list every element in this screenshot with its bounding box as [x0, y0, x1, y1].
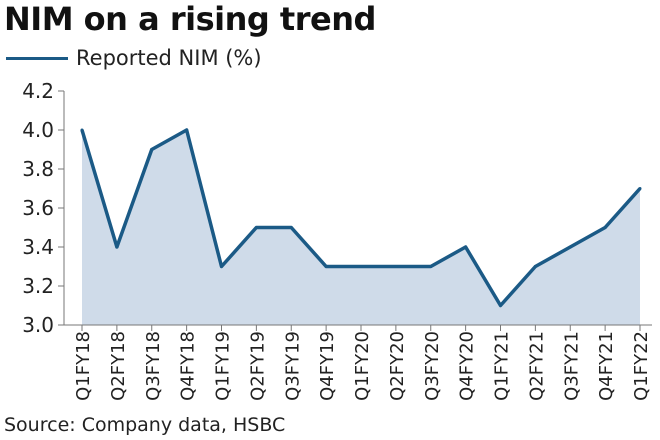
y-tick-label: 4.0 — [22, 118, 54, 142]
data-point-Q1FY18 — [80, 128, 84, 132]
data-point-Q1FY19 — [220, 265, 223, 268]
x-tick-label: Q2FY19 — [247, 331, 268, 401]
x-tick-label: Q4FY20 — [457, 331, 478, 401]
data-point-Q2FY21 — [533, 265, 537, 268]
data-point-Q3FY19 — [289, 226, 293, 229]
legend-label: Reported NIM (%) — [76, 46, 262, 70]
data-point-Q2FY20 — [394, 265, 398, 268]
y-tick-label: 3.8 — [22, 157, 54, 181]
x-tick-label: Q2FY20 — [387, 331, 408, 401]
data-point-Q4FY21 — [603, 226, 607, 229]
y-tick-label: 3.4 — [22, 235, 54, 259]
y-tick-label: 4.2 — [22, 79, 54, 103]
x-tick-label: Q3FY19 — [282, 331, 303, 401]
x-tick-label: Q3FY20 — [422, 331, 443, 401]
x-tick-label: Q1FY21 — [492, 331, 513, 401]
x-tick-label: Q1FY20 — [352, 331, 373, 401]
x-tick-label: Q1FY18 — [73, 331, 94, 401]
data-point-Q1FY22 — [638, 187, 642, 190]
x-tick-label: Q3FY21 — [561, 331, 582, 401]
data-point-Q3FY18 — [150, 148, 154, 151]
x-tick-label: Q2FY21 — [526, 331, 547, 401]
x-tick-label: Q4FY19 — [317, 331, 338, 401]
chart-title: NIM on a rising trend — [4, 0, 376, 38]
x-tick-label: Q4FY18 — [178, 331, 199, 401]
x-tick-label: Q2FY18 — [108, 331, 129, 401]
data-point-Q3FY21 — [568, 245, 572, 249]
data-point-Q1FY21 — [499, 304, 502, 307]
data-point-Q1FY20 — [359, 265, 363, 268]
data-point-Q4FY20 — [464, 245, 468, 249]
y-tick-label: 3.2 — [22, 274, 54, 298]
data-point-Q2FY18 — [115, 245, 119, 249]
data-point-Q3FY20 — [429, 265, 433, 268]
y-tick-label: 3.0 — [22, 313, 54, 337]
source-note: Source: Company data, HSBC — [4, 414, 286, 436]
data-point-Q4FY19 — [324, 265, 328, 268]
x-tick-label: Q3FY18 — [143, 331, 164, 401]
legend-line-swatch — [6, 56, 68, 60]
y-tick-label: 3.6 — [22, 196, 54, 220]
series-area — [82, 130, 640, 325]
x-tick-label: Q1FY19 — [213, 331, 234, 401]
x-tick-label: Q4FY21 — [596, 331, 617, 401]
data-point-Q4FY18 — [185, 128, 189, 132]
legend: Reported NIM (%) — [6, 44, 262, 72]
data-point-Q2FY19 — [254, 226, 258, 229]
x-tick-label: Q1FY22 — [631, 331, 652, 401]
